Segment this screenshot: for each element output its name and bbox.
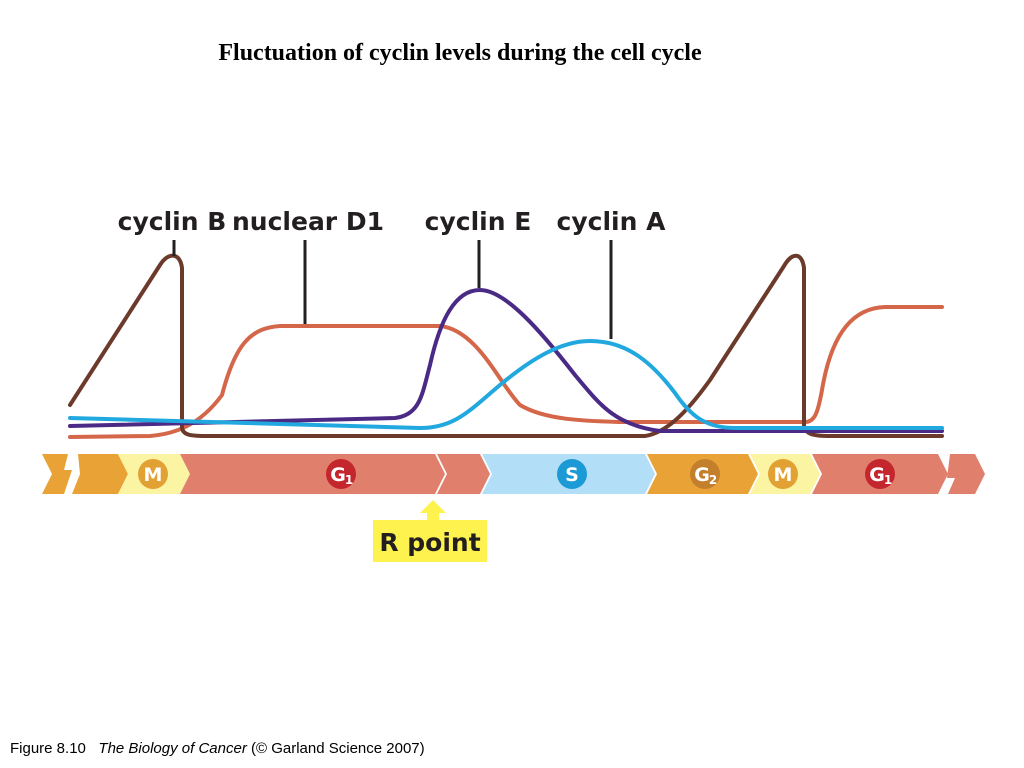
g1-phase-segment-1 xyxy=(180,454,445,494)
g1-badge-2 xyxy=(865,459,895,489)
g1-late-segment xyxy=(437,454,490,494)
g1-badge-1 xyxy=(326,459,356,489)
caption-book: The Biology of Cancer xyxy=(98,740,247,757)
m-badge-1-letter: M xyxy=(144,464,163,486)
r-point-box xyxy=(373,520,487,562)
g1-badge-2-sub: 1 xyxy=(884,473,892,487)
g2-badge-sub: 2 xyxy=(709,473,717,487)
g2-badge xyxy=(690,459,720,489)
r-point-label: R point xyxy=(379,528,480,557)
s-badge xyxy=(557,459,587,489)
page-title: Fluctuation of cyclin levels during the … xyxy=(218,40,702,66)
m-badge-2-letter: M xyxy=(774,464,793,486)
cell-cycle-band: M G 1 S G 2 M G 1 xyxy=(42,454,985,494)
figure-caption: Figure 8.10 The Biology of Cancer (© Gar… xyxy=(10,740,425,757)
g1-fragment-end xyxy=(947,454,985,494)
cyclin-a-curve xyxy=(68,339,944,430)
s-badge-letter: S xyxy=(565,464,579,486)
m-badge-2 xyxy=(768,459,798,489)
g1-badge-2-letter: G xyxy=(869,464,885,486)
g1-badge-1-letter: G xyxy=(330,464,346,486)
g2-fragment-start xyxy=(42,454,72,494)
m-badge-1 xyxy=(138,459,168,489)
g1-badge-1-sub: 1 xyxy=(345,473,353,487)
cyclin-e-label: cyclin E xyxy=(425,207,532,236)
nuclear-d1-label: nuclear D1 xyxy=(232,207,384,236)
cyclin-b-curve xyxy=(68,253,944,438)
m-phase-segment-1-lead xyxy=(72,454,128,494)
cyclin-e-curve xyxy=(68,288,944,433)
nuclear-d1-curve xyxy=(68,305,944,439)
caption-credit: (© Garland Science 2007) xyxy=(251,740,425,757)
cyclin-b-label: cyclin B xyxy=(118,207,227,236)
caption-figure: Figure 8.10 xyxy=(10,740,86,757)
r-point-arrow-icon xyxy=(420,500,446,521)
cyclin-a-label: cyclin A xyxy=(557,207,667,236)
g2-badge-letter: G xyxy=(694,464,710,486)
